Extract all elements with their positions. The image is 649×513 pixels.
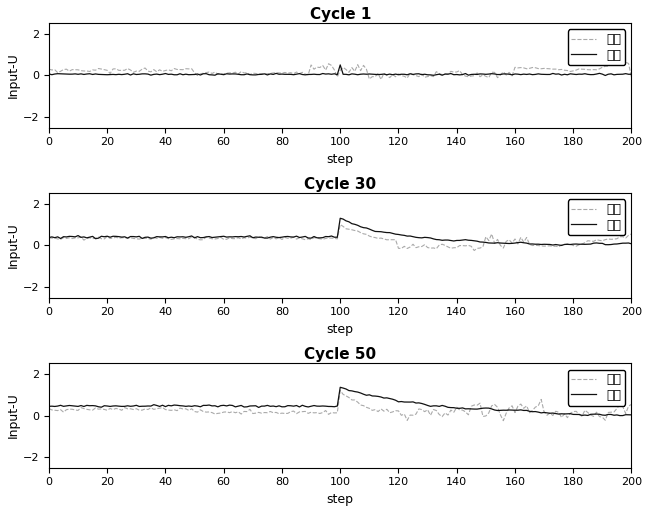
Title: Cycle 30: Cycle 30 — [304, 177, 376, 192]
一维 — [48, 407, 56, 413]
一维 — [48, 235, 56, 241]
一维 — [584, 238, 592, 244]
一维 — [581, 66, 589, 72]
一维 — [48, 67, 56, 73]
一维 — [258, 234, 265, 241]
Line: 二维: 二维 — [49, 65, 631, 75]
一维 — [363, 404, 371, 410]
二维 — [584, 241, 592, 247]
一维 — [97, 235, 105, 242]
二维 — [628, 241, 635, 247]
Line: 二维: 二维 — [49, 387, 631, 416]
二维 — [616, 412, 624, 419]
二维 — [289, 72, 297, 78]
Line: 一维: 一维 — [49, 390, 631, 421]
二维 — [289, 234, 297, 240]
二维 — [48, 72, 56, 78]
二维 — [258, 234, 265, 240]
一维 — [45, 235, 53, 241]
一维 — [619, 58, 627, 65]
二维 — [628, 71, 635, 77]
一维 — [258, 410, 265, 416]
一维 — [97, 66, 105, 72]
二维 — [336, 215, 344, 221]
二维 — [602, 72, 609, 78]
二维 — [48, 403, 56, 409]
Line: 二维: 二维 — [49, 218, 631, 245]
二维 — [628, 412, 635, 418]
Legend: 一维, 二维: 一维, 二维 — [568, 369, 625, 405]
Line: 一维: 一维 — [49, 62, 631, 80]
二维 — [581, 71, 589, 77]
二维 — [45, 71, 53, 77]
一维 — [45, 405, 53, 411]
二维 — [336, 384, 344, 390]
二维 — [363, 225, 371, 231]
一维 — [584, 409, 592, 416]
一维 — [336, 222, 344, 228]
Line: 一维: 一维 — [49, 225, 631, 250]
二维 — [289, 403, 297, 409]
Y-axis label: Input-U: Input-U — [7, 52, 20, 98]
二维 — [97, 71, 105, 77]
Title: Cycle 50: Cycle 50 — [304, 347, 376, 362]
一维 — [360, 62, 367, 68]
Legend: 一维, 二维: 一维, 二维 — [568, 29, 625, 65]
二维 — [557, 242, 565, 248]
二维 — [45, 403, 53, 409]
二维 — [336, 62, 344, 68]
一维 — [258, 71, 265, 77]
二维 — [581, 412, 589, 418]
一维 — [289, 71, 297, 77]
二维 — [48, 234, 56, 240]
一维 — [500, 418, 508, 424]
一维 — [289, 234, 297, 240]
一维 — [289, 408, 297, 414]
一维 — [628, 401, 635, 407]
一维 — [97, 406, 105, 412]
二维 — [258, 71, 265, 77]
Y-axis label: Input-U: Input-U — [7, 392, 20, 439]
X-axis label: step: step — [326, 153, 354, 166]
二维 — [97, 233, 105, 240]
X-axis label: step: step — [326, 493, 354, 506]
Legend: 一维, 二维: 一维, 二维 — [568, 200, 625, 235]
二维 — [45, 234, 53, 241]
二维 — [258, 403, 265, 409]
Y-axis label: Input-U: Input-U — [7, 223, 20, 268]
二维 — [363, 392, 371, 399]
一维 — [471, 247, 478, 253]
Title: Cycle 1: Cycle 1 — [310, 7, 371, 22]
X-axis label: step: step — [326, 323, 354, 336]
一维 — [336, 387, 344, 393]
一维 — [377, 76, 385, 83]
一维 — [628, 74, 635, 81]
一维 — [45, 66, 53, 72]
一维 — [363, 231, 371, 238]
二维 — [97, 404, 105, 410]
一维 — [628, 231, 635, 237]
二维 — [363, 71, 371, 77]
